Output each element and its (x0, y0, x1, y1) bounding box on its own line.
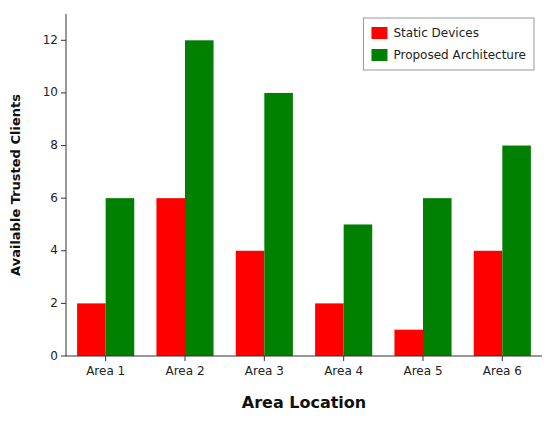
axes: 0 2 4 6 8 10 12 Area 1 Area 2 Area 3 Area 4 Area 5 A… (43, 14, 542, 378)
x-tick (105, 356, 106, 361)
bars (77, 40, 531, 356)
y-tick (61, 250, 66, 251)
legend-label: Static Devices (393, 26, 478, 40)
bar (315, 303, 344, 356)
y-tick-label: 10 (43, 85, 58, 99)
x-tick (423, 356, 424, 361)
legend-label: Proposed Architecture (393, 48, 526, 62)
y-tick-label: 6 (50, 191, 58, 205)
y-tick (61, 303, 66, 304)
x-tick-label: Area 1 (86, 364, 125, 378)
y-axis-label: Available Trusted Clients (8, 94, 23, 276)
x-tick-label: Area 2 (165, 364, 204, 378)
bar (264, 93, 293, 356)
bar (344, 224, 373, 356)
bar (502, 146, 531, 356)
y-tick (61, 356, 66, 357)
y-tick (61, 92, 66, 93)
y-tick (61, 40, 66, 41)
x-tick (502, 356, 503, 361)
legend-swatch (371, 27, 387, 39)
x-tick-label: Area 3 (245, 364, 284, 378)
bar (185, 40, 214, 356)
x-axis-label: Area Location (242, 393, 366, 412)
y-tick-label: 8 (50, 138, 58, 152)
x-tick (343, 356, 344, 361)
y-tick (61, 145, 66, 146)
bar (423, 198, 452, 356)
y-tick-label: 0 (50, 349, 58, 363)
chart-container: 0 2 4 6 8 10 12 Area 1 Area 2 Area 3 Area 4 Area 5 A… (0, 0, 558, 422)
legend: Static Devices Proposed Architecture (363, 18, 534, 70)
legend-swatch (371, 49, 387, 61)
y-tick (61, 198, 66, 199)
y-tick-label: 12 (43, 33, 58, 47)
x-tick (185, 356, 186, 361)
bar (236, 251, 265, 356)
x-tick-label: Area 6 (483, 364, 522, 378)
x-axis-line (66, 356, 542, 357)
bar (156, 198, 185, 356)
x-tick (264, 356, 265, 361)
bar (394, 330, 423, 356)
y-axis-line (66, 14, 67, 356)
x-tick-label: Area 5 (403, 364, 442, 378)
bar (474, 251, 503, 356)
chart: 0 2 4 6 8 10 12 Area 1 Area 2 Area 3 Area 4 Area 5 A… (0, 0, 558, 422)
x-tick-label: Area 4 (324, 364, 363, 378)
bar (106, 198, 135, 356)
y-tick-label: 4 (50, 243, 58, 257)
bar (77, 303, 106, 356)
y-tick-label: 2 (50, 296, 58, 310)
legend-box (363, 18, 534, 70)
